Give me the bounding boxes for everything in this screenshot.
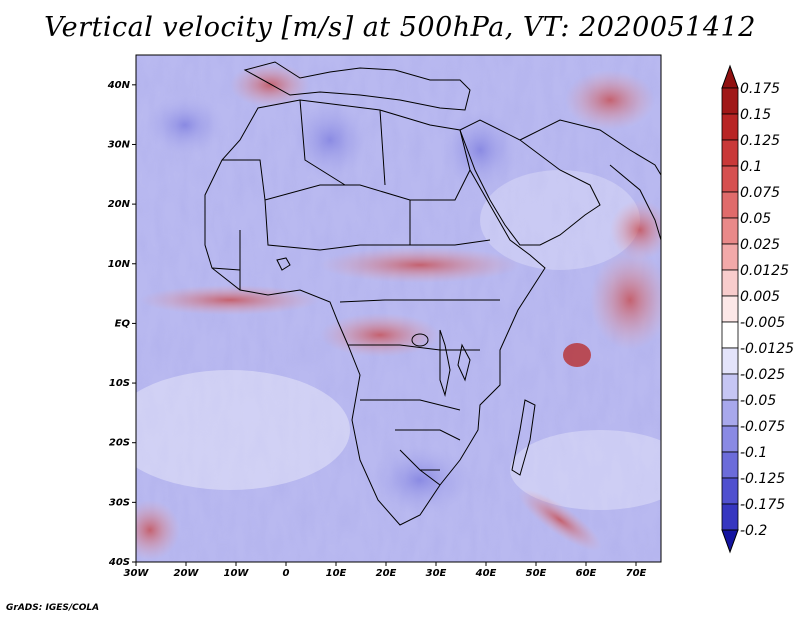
lon-tick-label: 10W: [224, 568, 250, 579]
colorbar-label: -0.1: [740, 445, 767, 461]
lon-tick-label: 20W: [174, 568, 200, 579]
colorbar-label: -0.125: [740, 471, 785, 487]
coastlines: [204, 61, 661, 526]
lon-tick-label: 0: [283, 568, 290, 579]
colorbar-label: 0.1: [740, 159, 762, 175]
colorbar-label: -0.2: [740, 523, 767, 539]
colorbar-segment: [721, 113, 739, 141]
colorbar-label: 0.005: [740, 289, 780, 305]
colorbar-segment: [721, 165, 739, 193]
colorbar-segment: [721, 373, 739, 401]
map-title: Vertical velocity [m/s] at 500hPa, VT: 2…: [44, 12, 756, 43]
colorbar-segment: [721, 191, 739, 219]
lon-tick-label: 40E: [475, 568, 497, 579]
colorbar-label: -0.175: [740, 497, 785, 513]
colorbar-label: 0.15: [740, 107, 771, 123]
colorbar-label: 0.125: [740, 133, 780, 149]
colorbar-segment: [721, 217, 739, 245]
colorbar-segment: [721, 451, 739, 479]
colorbar-segment: [721, 269, 739, 297]
colorbar-label: 0.0125: [740, 263, 789, 279]
colorbar-top-arrow: [721, 64, 739, 89]
colorbar-label: 0.075: [740, 185, 780, 201]
colorbar-segment: [721, 477, 739, 505]
colorbar-label: -0.025: [740, 367, 785, 383]
colorbar-segment: [721, 503, 739, 531]
velocity-field: [136, 55, 661, 562]
lat-tick-label: 20N: [108, 199, 131, 210]
colorbar-segment: [721, 243, 739, 271]
colorbar-segment: [721, 347, 739, 375]
colorbar-label: -0.005: [740, 315, 785, 331]
grads-credit: GrADS: IGES/COLA: [6, 603, 100, 613]
lon-tick-label: 70E: [626, 568, 647, 579]
lat-tick-label: 10N: [108, 259, 131, 270]
colorbar-segment: [721, 295, 739, 323]
colorbar-segment: [721, 425, 739, 453]
lon-tick-label: 20E: [376, 568, 397, 579]
lon-tick-label: 30W: [124, 568, 150, 579]
lon-tick-label: 30E: [426, 568, 447, 579]
lat-tick-label: 40S: [108, 557, 130, 568]
colorbar-segment: [721, 399, 739, 427]
lat-tick-label: 30N: [108, 139, 131, 150]
map-frame: [135, 54, 662, 563]
colorbar-segment: [721, 139, 739, 167]
colorbar-label: -0.05: [740, 393, 776, 409]
colorbar-segment: [721, 87, 739, 115]
colorbar-bottom-arrow: [721, 529, 739, 554]
lon-tick-label: 60E: [576, 568, 597, 579]
lat-tick-label: 40N: [107, 80, 131, 91]
colorbar-label: 0.175: [740, 81, 780, 97]
colorbar-label: -0.075: [740, 419, 785, 435]
lon-tick-label: 50E: [526, 568, 547, 579]
colorbar-label: -0.0125: [740, 341, 794, 357]
lat-tick-label: EQ: [115, 318, 131, 329]
colorbar-segment: [721, 321, 739, 349]
colorbar-label: 0.025: [740, 237, 780, 253]
lon-tick-label: 10E: [326, 568, 347, 579]
lat-tick-label: 20S: [109, 438, 130, 449]
lat-tick-label: 10S: [109, 378, 130, 389]
colorbar-label: 0.05: [740, 211, 771, 227]
lat-tick-label: 30S: [109, 497, 130, 508]
